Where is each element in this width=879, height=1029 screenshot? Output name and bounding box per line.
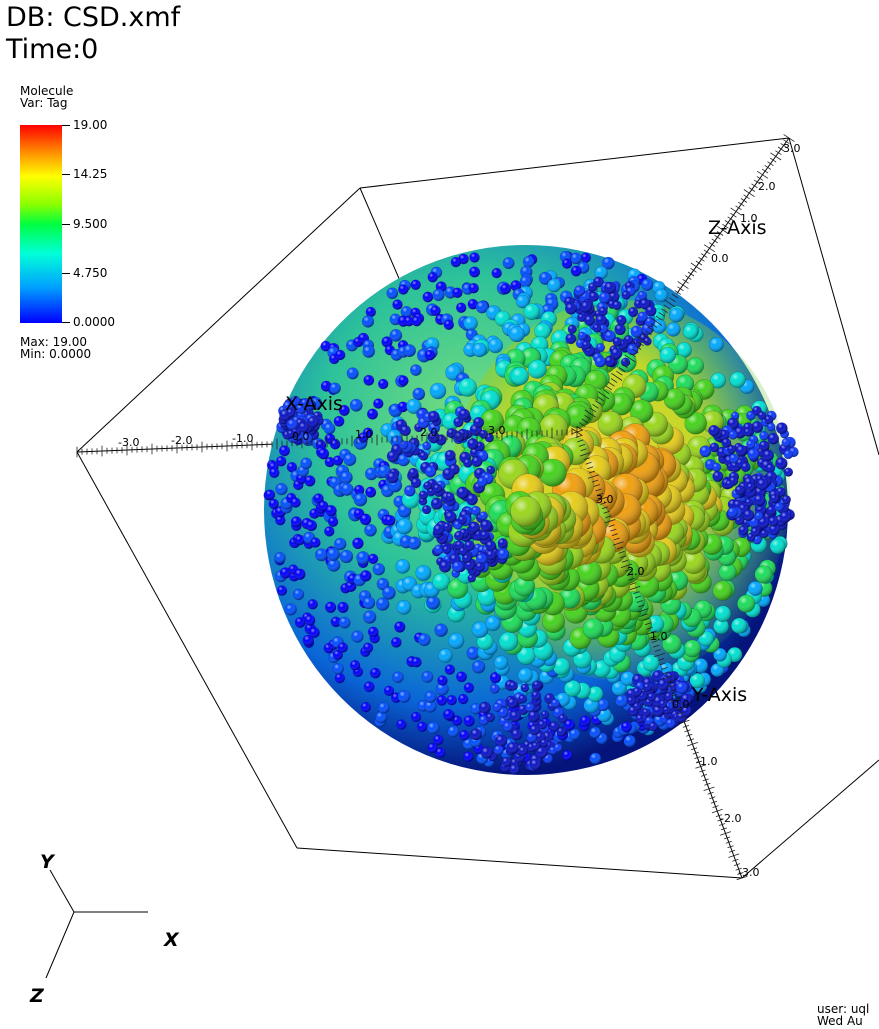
x-tick-label: 1.0 bbox=[355, 428, 373, 441]
legend-title: Molecule bbox=[20, 84, 74, 98]
y-tick-label: 2.0 bbox=[627, 565, 645, 578]
z-tick-label: 2.0 bbox=[758, 180, 776, 193]
database-title: DB: CSD.xmf bbox=[6, 2, 181, 33]
colorbar-tick-label: 19.00 bbox=[73, 118, 108, 132]
colorbar-tick-label: 0.0000 bbox=[73, 315, 115, 329]
user-info: user: uql bbox=[817, 1002, 870, 1016]
x-tick-label: 2.0 bbox=[420, 426, 438, 439]
legend-max: Max: 19.00 bbox=[20, 335, 88, 349]
z-axis-label: Z-Axis bbox=[708, 217, 767, 239]
y-tick-label: 0.0 bbox=[672, 698, 690, 711]
x-tick-label: -1.0 bbox=[232, 432, 253, 445]
color-bar bbox=[20, 125, 62, 323]
colorbar-tick bbox=[62, 322, 70, 323]
axis-tick-marks bbox=[76, 134, 795, 881]
y-axis-tick-labels: 3.0 2.0 1.0 0.0 -1.0 -2.0 -3.0 bbox=[596, 493, 759, 879]
colorbar-tick-label: 9.500 bbox=[73, 217, 108, 231]
orientation-triad bbox=[45, 869, 148, 979]
y-axis-label: Y-Axis bbox=[691, 684, 747, 706]
colorbar-tick bbox=[62, 224, 70, 225]
date-info: Wed Au bbox=[817, 1014, 863, 1028]
z-tick-label: 1.0 bbox=[740, 212, 758, 225]
y-tick-label: 1.0 bbox=[650, 630, 668, 643]
x-tick-label: 0.0 bbox=[292, 430, 310, 443]
colorbar-tick-label: 14.25 bbox=[73, 167, 108, 181]
y-tick-label: -3.0 bbox=[738, 866, 759, 879]
y-tick-label: -2.0 bbox=[720, 812, 741, 825]
x-tick-label: -3.0 bbox=[118, 436, 139, 449]
z-tick-label: 3.0 bbox=[783, 142, 801, 155]
triad-z-label: Z bbox=[29, 985, 45, 1007]
x-tick-label: 3.0 bbox=[488, 424, 506, 437]
z-tick-label: 0.0 bbox=[711, 252, 729, 265]
x-axis-tick-labels: -3.0 -2.0 -1.0 0.0 1.0 2.0 3.0 bbox=[118, 424, 506, 449]
triad-y-label: Y bbox=[40, 851, 56, 873]
y-tick-label: -1.0 bbox=[696, 755, 717, 768]
time-label: Time:0 bbox=[6, 34, 99, 65]
legend-variable: Var: Tag bbox=[20, 96, 68, 110]
molecule-sphere bbox=[263, 245, 799, 775]
colorbar-tick bbox=[62, 125, 70, 126]
z-axis-tick-labels: 0.0 1.0 2.0 3.0 bbox=[711, 142, 801, 265]
colorbar-tick bbox=[62, 273, 70, 274]
triad-x-label: X bbox=[163, 929, 180, 951]
legend-min: Min: 0.0000 bbox=[20, 347, 92, 361]
y-tick-label: 3.0 bbox=[596, 493, 614, 506]
x-tick-label: -2.0 bbox=[171, 434, 192, 447]
colorbar-tick-label: 4.750 bbox=[73, 266, 108, 280]
x-axis-label: X-Axis bbox=[285, 393, 343, 415]
colorbar-tick bbox=[62, 174, 70, 175]
